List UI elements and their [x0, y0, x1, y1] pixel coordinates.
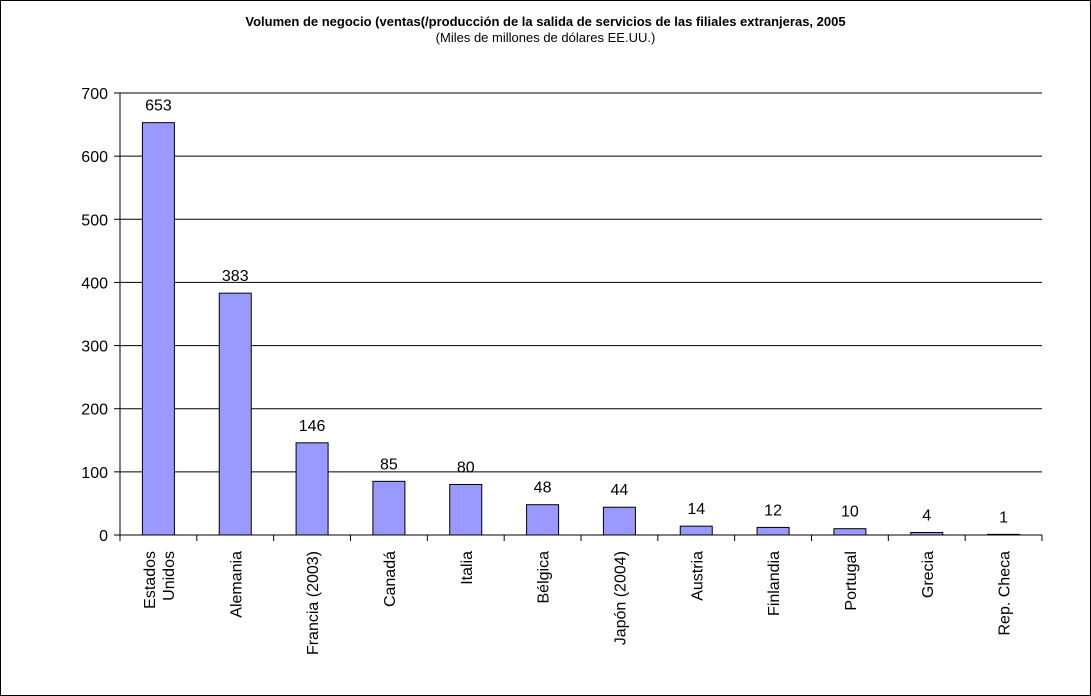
- data-label: 4: [922, 507, 931, 524]
- x-tick-label: Estados: [142, 551, 159, 609]
- bar: [295, 442, 329, 536]
- data-label: 1: [999, 509, 1008, 526]
- data-label: 383: [222, 268, 249, 285]
- bar: [141, 122, 175, 536]
- y-tick-label: 700: [81, 86, 108, 103]
- x-tick-label: Canadá: [382, 551, 399, 607]
- y-tick-label: 400: [81, 275, 108, 292]
- y-tick-label: 0: [99, 528, 108, 545]
- data-label: 48: [534, 480, 552, 497]
- chart-header: Volumen de negocio (ventas(/producción d…: [0, 14, 1091, 45]
- x-tick-label: Francia (2003): [305, 551, 322, 655]
- chart-title: Volumen de negocio (ventas(/producción d…: [245, 14, 846, 29]
- bar: [602, 506, 636, 536]
- x-tick-label: Rep. Checa: [997, 551, 1014, 636]
- x-tick-label: Austria: [689, 551, 706, 601]
- bar: [833, 528, 867, 536]
- x-tick-label: Finlandia: [766, 551, 783, 616]
- bar: [679, 525, 713, 536]
- chart-subtitle: (Miles de millones de dólares EE.UU.): [435, 30, 656, 45]
- data-label: 85: [380, 456, 398, 473]
- bar: [372, 480, 406, 536]
- y-tick-label: 300: [81, 339, 108, 356]
- data-label: 80: [457, 459, 475, 476]
- x-tick-label: Italia: [459, 551, 476, 585]
- x-tick-label: Grecia: [920, 551, 937, 598]
- data-label: 653: [145, 98, 172, 115]
- data-label: 10: [841, 504, 859, 521]
- x-tick-label: Alemania: [228, 551, 245, 618]
- data-label: 44: [611, 482, 629, 499]
- x-tick-label: Bélgica: [536, 551, 553, 604]
- x-tick-label: Japón (2004): [612, 551, 629, 645]
- bar: [756, 526, 790, 536]
- y-tick-label: 500: [81, 212, 108, 229]
- y-tick-label: 600: [81, 149, 108, 166]
- bar: [218, 292, 252, 536]
- bar: [449, 483, 483, 536]
- y-tick-label: 100: [81, 465, 108, 482]
- data-label: 14: [687, 501, 705, 518]
- data-label: 146: [299, 418, 326, 435]
- x-tick-label: Portugal: [843, 551, 860, 611]
- data-label: 12: [764, 502, 782, 519]
- x-tick-label: Unidos: [161, 551, 178, 601]
- y-tick-label: 200: [81, 402, 108, 419]
- bar: [526, 504, 560, 536]
